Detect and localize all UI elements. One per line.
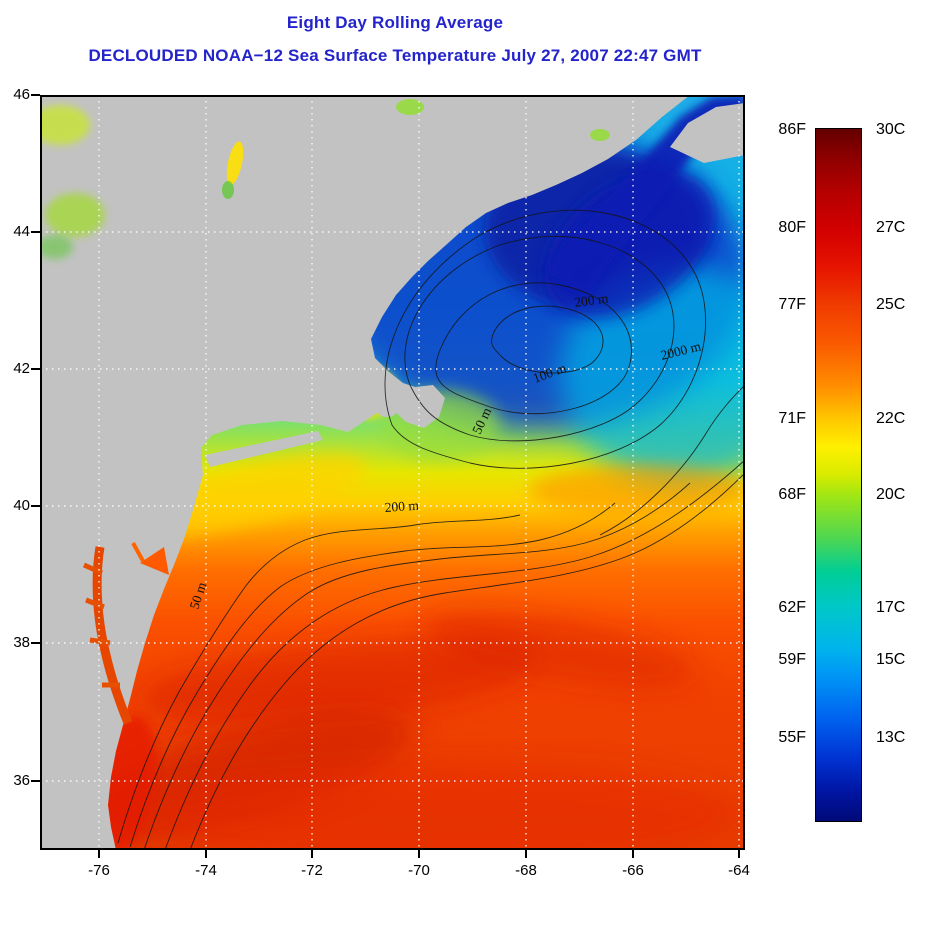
- colorbar-c-label: 22C: [876, 410, 906, 427]
- y-tick-mark: [31, 780, 40, 782]
- colorbar-c-label: 25C: [876, 296, 906, 313]
- long-island-land: [205, 431, 323, 467]
- cloud-patch: [40, 105, 90, 145]
- cloud-patch: [590, 129, 610, 141]
- map-border: [40, 95, 745, 850]
- y-tick-mark: [31, 642, 40, 644]
- colorbar-f-label: 77F: [778, 296, 806, 313]
- depth-contour: [599, 384, 745, 536]
- y-tick-mark: [31, 231, 40, 233]
- colorbar-f-label: 59F: [778, 651, 806, 668]
- x-tick-mark: [98, 850, 100, 858]
- nova-scotia-land: [670, 103, 745, 163]
- x-tick-label: -64: [728, 862, 750, 879]
- gulf-stream-meander-1: [141, 636, 539, 724]
- chart-subtitle: DECLOUDED NOAA−12 Sea Surface Temperatur…: [88, 46, 702, 65]
- delaware-bay: [140, 547, 169, 575]
- sargasso-warm-band: [140, 765, 740, 850]
- depth-contour: [384, 209, 707, 469]
- x-tick-mark: [205, 850, 207, 858]
- y-tick-label: 42: [13, 360, 30, 377]
- y-tick-mark: [31, 94, 40, 96]
- cloud-patch: [396, 99, 424, 115]
- x-tick-mark: [311, 850, 313, 858]
- cloud-artifacts: [40, 99, 610, 259]
- cloud-patch: [45, 193, 105, 237]
- depth-contour: [129, 502, 616, 848]
- x-tick-label: -70: [408, 862, 430, 879]
- y-tick-label: 46: [13, 86, 30, 103]
- y-tick-mark: [31, 505, 40, 507]
- x-tick-mark: [525, 850, 527, 858]
- gulf-stream-meander-2: [422, 611, 698, 689]
- cloud-patch: [40, 235, 73, 259]
- depth-contour: [435, 282, 632, 415]
- x-tick-label: -74: [195, 862, 217, 879]
- colorbar-f-label: 55F: [778, 729, 806, 746]
- contour-label: 200 m: [573, 290, 609, 310]
- colorbar-f-label: 68F: [778, 486, 806, 503]
- colorbar-c-label: 13C: [876, 729, 906, 746]
- y-tick-label: 36: [13, 772, 30, 789]
- x-tick-mark: [632, 850, 634, 858]
- chart-title: Eight Day Rolling Average: [286, 13, 504, 32]
- georges-bank-warm-tongue: [530, 465, 745, 515]
- depth-contour: [143, 482, 691, 850]
- x-tick-label: -72: [301, 862, 323, 879]
- chesapeake-bay: [92, 546, 133, 725]
- marthas-vineyard-island: [378, 407, 396, 417]
- y-tick-label: 44: [13, 223, 30, 240]
- shelf-warm-band: [133, 453, 367, 537]
- y-tick-label: 38: [13, 634, 30, 651]
- mainland-land: [40, 95, 690, 850]
- sst-map-canvas: 200 m 2000 m 100 m 50 m 200 m 50 m: [40, 95, 745, 850]
- x-tick-mark: [418, 850, 420, 858]
- x-tick-label: -68: [515, 862, 537, 879]
- estuaries: [82, 542, 169, 725]
- warm-water-overlays: [65, 367, 745, 850]
- cloud-patch: [222, 181, 234, 199]
- colorbar-c-label: 20C: [876, 486, 906, 503]
- depth-contour: [164, 459, 745, 850]
- nantucket-island: [408, 414, 422, 422]
- cloud-patch: [226, 141, 244, 185]
- colorbar-c-label: 15C: [876, 651, 906, 668]
- x-tick-label: -76: [88, 862, 110, 879]
- colorbar-c-label: 17C: [876, 599, 906, 616]
- colorbar-f-label: 86F: [778, 121, 806, 138]
- x-tick-mark: [738, 850, 740, 858]
- colorbar-f-label: 62F: [778, 599, 806, 616]
- x-tick-label: -66: [622, 862, 644, 879]
- y-tick-mark: [31, 368, 40, 370]
- depth-contours: [117, 209, 745, 850]
- y-tick-label: 40: [13, 497, 30, 514]
- colorbar-c-label: 30C: [876, 121, 906, 138]
- chesapeake-tributaries: [82, 562, 120, 688]
- sst-map: 200 m 2000 m 100 m 50 m 200 m 50 m: [40, 95, 745, 850]
- depth-contour: [189, 472, 745, 850]
- contour-label: 200 m: [384, 498, 420, 515]
- colorbar-f-label: 71F: [778, 410, 806, 427]
- depth-contour: [404, 235, 675, 442]
- land-masses: [40, 95, 745, 850]
- temperature-colorbar: [815, 128, 862, 822]
- depth-contour: [491, 305, 604, 374]
- delaware-river: [131, 542, 145, 562]
- depth-contour: [117, 514, 521, 844]
- colorbar-f-label: 80F: [778, 219, 806, 236]
- colorbar-c-label: 27C: [876, 219, 906, 236]
- scotian-shelf-cool-water: [560, 265, 745, 485]
